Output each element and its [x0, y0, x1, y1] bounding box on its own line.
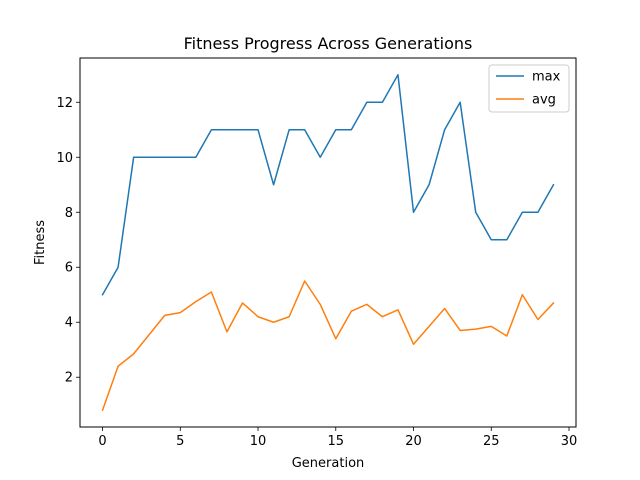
y-tick-label-4: 4 [65, 316, 73, 331]
series-line-avg [101, 280, 555, 412]
legend: max avg [488, 64, 570, 113]
y-axis-label: Fitness [33, 220, 48, 265]
x-tick-label-15: 15 [328, 434, 345, 449]
series-layer [101, 74, 555, 412]
x-tick-label-5: 5 [176, 434, 184, 449]
x-tick-label-25: 25 [483, 434, 500, 449]
x-tick-label-30: 30 [561, 434, 578, 449]
chart-title: Fitness Progress Across Generations [184, 34, 473, 53]
x-tick-label-10: 10 [250, 434, 267, 449]
x-tick-label-0: 0 [98, 434, 106, 449]
legend-label-avg: avg [532, 93, 556, 108]
x-tick-label-20: 20 [405, 434, 422, 449]
series-line-max [101, 74, 555, 296]
plot-frame [79, 57, 577, 428]
x-axis: 0 5 10 15 20 25 30 [98, 427, 577, 449]
y-tick-label-2: 2 [65, 371, 73, 386]
y-tick-label-8: 8 [65, 206, 73, 221]
y-tick-label-10: 10 [56, 151, 73, 166]
x-axis-label: Generation [292, 456, 365, 471]
y-tick-label-6: 6 [65, 261, 73, 276]
y-tick-label-12: 12 [56, 96, 73, 111]
y-axis: 2 4 6 8 10 12 [56, 96, 80, 386]
legend-label-max: max [532, 70, 561, 85]
